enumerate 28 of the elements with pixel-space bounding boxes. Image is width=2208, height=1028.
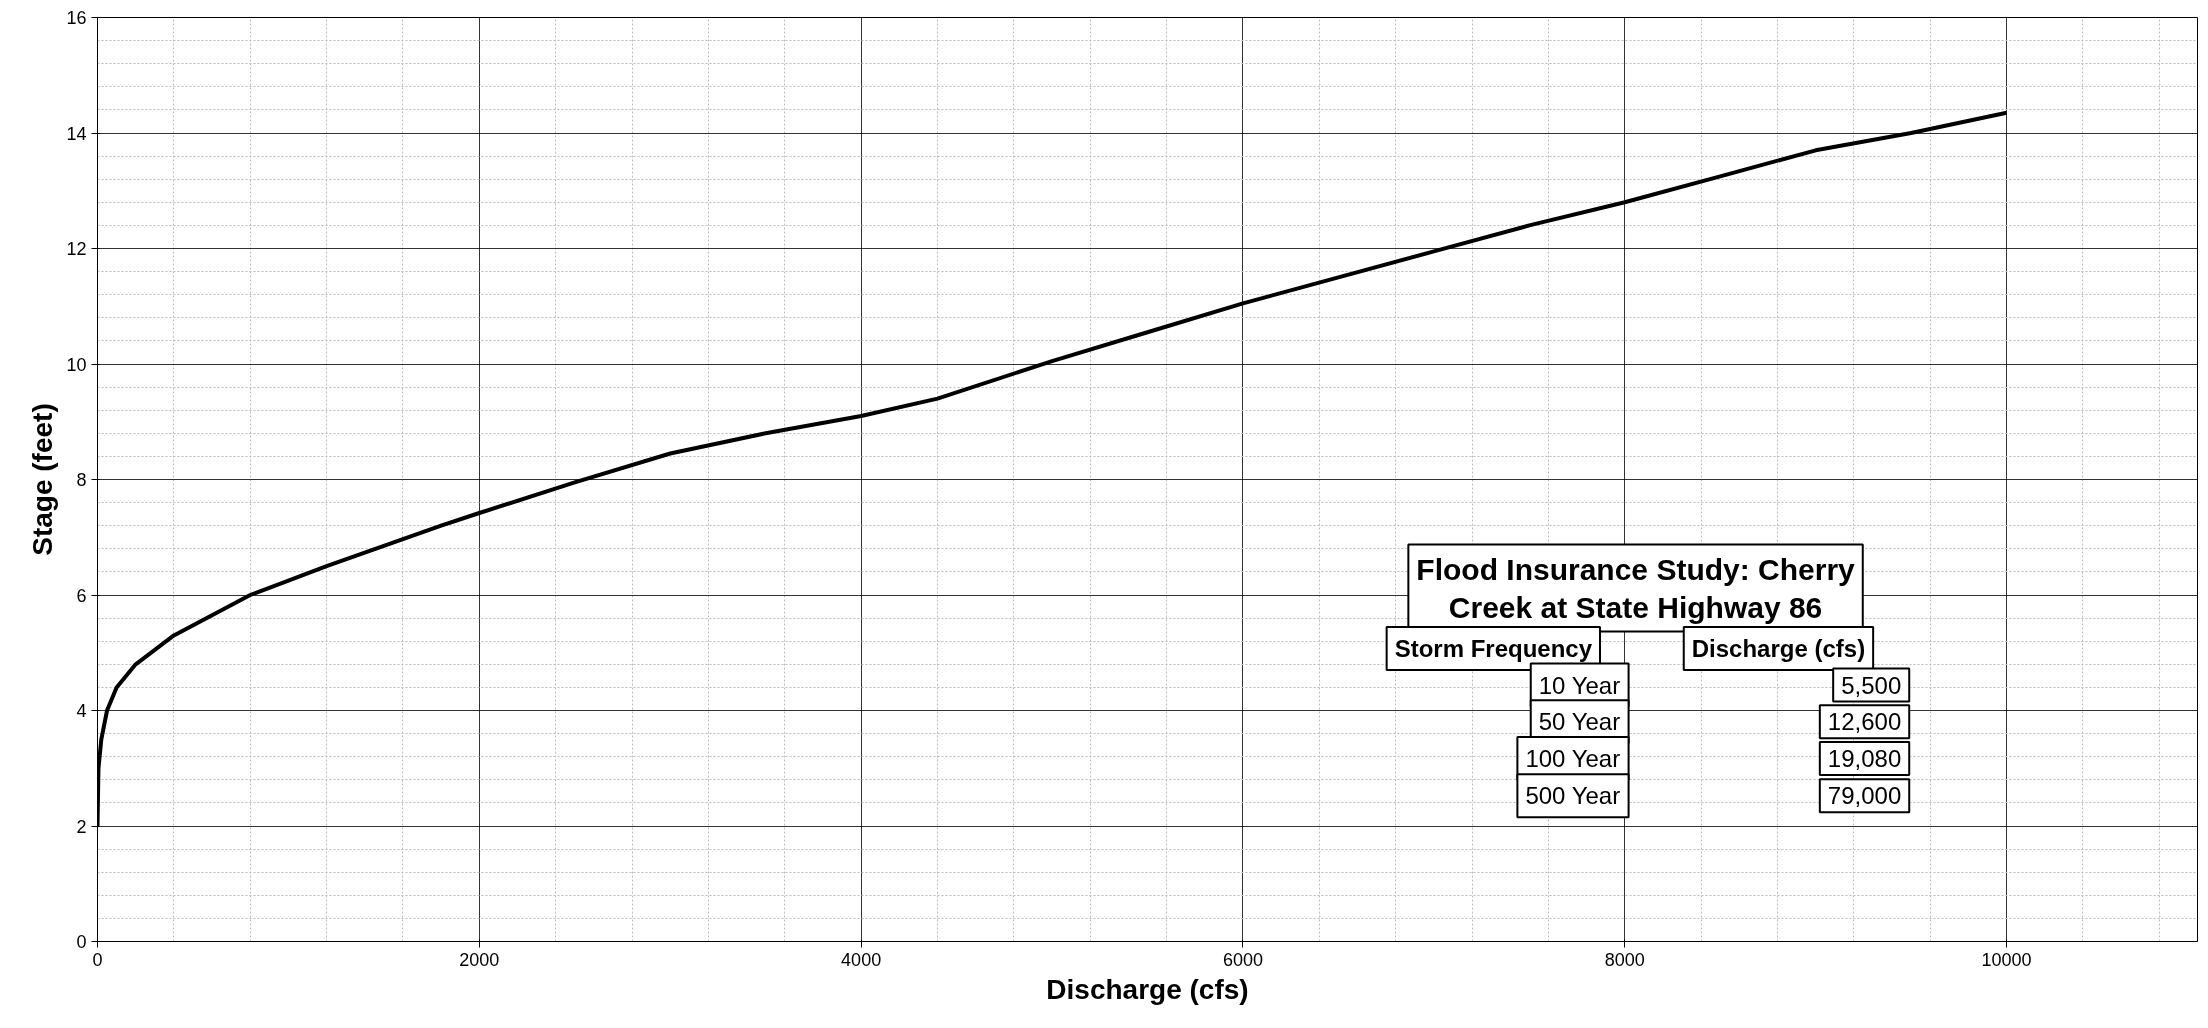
annotation: 5,500 [1841, 671, 1902, 699]
annotation: 19,080 [1827, 744, 1902, 772]
text: Discharge (cfs) [1046, 973, 1249, 1005]
x-tick-label: 4000 [841, 949, 882, 970]
annotation: 50 Year [1538, 708, 1621, 736]
annotation: Storm Frequency [1394, 634, 1593, 662]
annotation: 100 Year [1525, 744, 1621, 772]
annotation: 10 Year [1538, 671, 1621, 699]
y-tick-label: 2 [76, 816, 87, 837]
y-tick-label: 4 [76, 701, 87, 721]
x-tick-label: 2000 [459, 949, 500, 970]
annotation: 79,000 [1827, 782, 1902, 810]
y-tick-label: 8 [76, 470, 87, 490]
y-tick-label: 12 [66, 239, 87, 259]
x-tick-label: 8000 [1604, 949, 1645, 970]
y-tick-label: 6 [76, 585, 87, 606]
annotation: Flood Insurance Study: Cherry Creek at State Highway 86 [1416, 552, 1856, 624]
x-tick-label: 0 [92, 949, 103, 970]
x-axis-title: Discharge (cfs) [1691, 634, 1866, 662]
x-tick-label: 6000 [1222, 949, 1263, 970]
annotation: 500 Year [1525, 782, 1621, 810]
y-tick-label: 16 [66, 8, 87, 28]
y-tick-label: 10 [66, 354, 87, 375]
x-tick-label: 10000 [1981, 949, 2032, 970]
y-tick-label: 14 [66, 123, 87, 144]
y-axis-title: Stage (feet) [27, 403, 59, 556]
y-tick-label: 0 [76, 932, 87, 952]
annotation: 12,600 [1827, 708, 1902, 736]
